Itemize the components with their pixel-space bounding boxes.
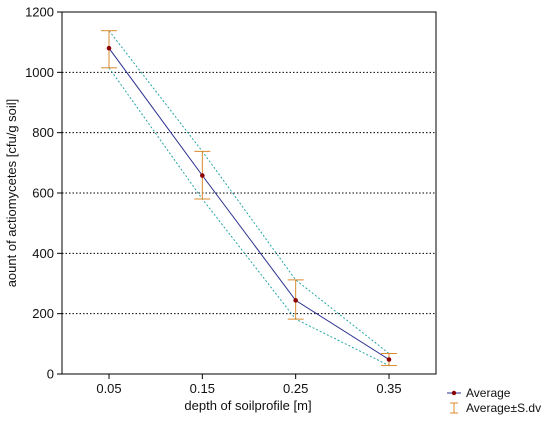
- grid: [62, 71, 436, 315]
- x-tick-label: 0.05: [96, 381, 121, 396]
- y-tick-label: 600: [32, 186, 54, 201]
- average-line: [108, 47, 390, 360]
- y-tick-label: 800: [32, 125, 54, 140]
- y-axis: 0 200 400 600 800 1000 1200: [25, 5, 62, 382]
- average-point: [200, 173, 205, 178]
- average-point: [293, 298, 298, 303]
- x-tick-label: 0.25: [283, 381, 308, 396]
- legend-sd-icon: [450, 402, 458, 414]
- y-axis-title: aount of actiomycetes [cfu/g soil]: [4, 99, 19, 288]
- y-tick-label: 1000: [25, 65, 54, 80]
- average-point: [386, 357, 392, 362]
- x-axis-title: depth of soilprofile [m]: [184, 398, 311, 413]
- y-tick-label: 1200: [25, 5, 54, 20]
- x-axis: 0.05 0.15 0.25 0.35: [96, 374, 402, 396]
- sd-lower-line: [108, 67, 390, 367]
- legend-average-marker: [451, 390, 457, 396]
- legend: Average Average±S.dv: [447, 386, 541, 415]
- legend-average-label: Average: [466, 386, 511, 400]
- x-tick-label: 0.35: [376, 381, 401, 396]
- x-tick-label: 0.15: [190, 381, 215, 396]
- average-points: [106, 45, 392, 362]
- legend-sd-label: Average±S.dv: [466, 401, 541, 415]
- y-tick-label: 0: [47, 367, 54, 382]
- average-point: [106, 45, 112, 51]
- average-line-path: [108, 47, 390, 360]
- y-tick-label: 400: [32, 246, 54, 261]
- sd-band: [108, 30, 390, 367]
- y-tick-label: 200: [32, 306, 54, 321]
- sd-upper-line: [108, 30, 390, 354]
